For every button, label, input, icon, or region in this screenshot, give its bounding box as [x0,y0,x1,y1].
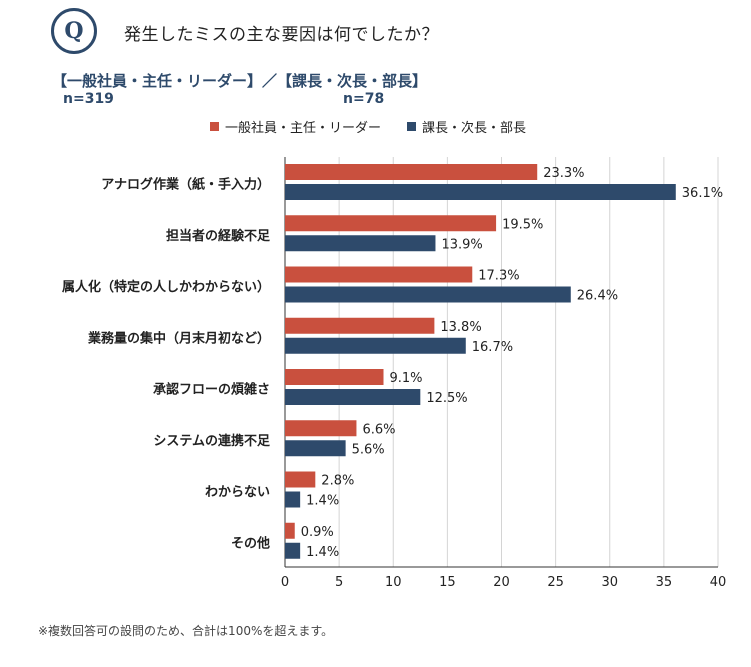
data-label-manager-8: 1.4% [306,545,339,560]
bar-staff-4 [285,317,435,334]
x-tick-label-15: 15 [439,575,456,590]
sample-size-left: n=319 [63,91,114,107]
data-label-manager-3: 26.4% [577,289,618,304]
category-label-7: わからない [205,485,270,500]
category-label-8: その他 [231,535,270,551]
x-tick-label-35: 35 [656,575,673,590]
question-badge: Q [51,8,97,54]
legend-swatch-series-2 [407,122,417,131]
x-tick-label-0: 0 [281,575,289,590]
bar-staff-8 [285,522,295,539]
category-label-6: システムの連携不足 [153,433,271,449]
category-label-3: 属人化（特定の人しかわからない） [62,279,270,295]
x-tick-label-5: 5 [335,575,343,590]
footnote: ※複数回答可の設問のため、合計は100%を超えます。 [38,624,334,638]
category-label-2: 担当者の経験不足 [166,228,271,244]
data-label-staff-5: 9.1% [390,371,423,386]
data-label-manager-7: 1.4% [306,494,339,509]
data-label-manager-2: 13.9% [441,237,482,252]
category-label-4: 業務量の集中（月末月初など） [87,330,270,346]
question-title: 発生したミスの主な要因は何でしたか？ [124,25,439,45]
bar-staff-1 [285,164,538,180]
x-tick-label-25: 25 [547,575,564,590]
sample-size-right: n=78 [343,91,385,107]
bar-staff-7 [285,471,316,488]
category-label-5: 承認フローの煩雑さ [153,382,270,398]
data-label-staff-7: 2.8% [321,474,354,489]
data-label-manager-4: 16.7% [472,340,513,355]
data-label-staff-2: 19.5% [502,217,543,232]
bar-staff-6 [285,420,357,437]
bar-manager-1 [285,184,676,200]
chart-legend: 一般社員・主任・リーダー 課長・次長・部長 [210,117,526,136]
bar-manager-4 [285,337,466,354]
data-label-manager-6: 5.6% [352,442,385,457]
bar-manager-2 [285,235,436,252]
data-label-staff-4: 13.8% [440,320,481,335]
data-label-staff-8: 0.9% [301,525,334,540]
bar-manager-8 [285,542,301,559]
category-label-1: アナログ作業（紙・手入力） [101,177,270,193]
data-label-staff-3: 17.3% [478,269,519,284]
legend-item-series-1: 一般社員・主任・リーダー [210,117,381,136]
data-label-staff-1: 23.3% [543,166,584,181]
legend-swatch-series-1 [210,122,219,131]
data-label-manager-1: 36.1% [682,186,723,201]
legend-label-series-2: 課長・次長・部長 [422,121,527,136]
bar-staff-2 [285,215,497,232]
bar-staff-3 [285,266,473,283]
legend-label-series-1: 一般社員・主任・リーダー [225,121,382,136]
x-tick-label-10: 10 [385,575,402,590]
data-label-manager-5: 12.5% [426,391,467,406]
bar-staff-5 [285,369,384,385]
x-tick-label-30: 30 [601,575,618,590]
bar-manager-5 [285,389,421,405]
data-label-staff-6: 6.6% [362,422,395,437]
bar-manager-3 [285,286,571,303]
group-labels: 【一般社員・主任・リーダー】／【課長・次長・部長】 [52,72,428,90]
x-tick-label-40: 40 [710,575,727,590]
legend-item-series-2: 課長・次長・部長 [407,117,526,136]
bar-manager-6 [285,440,346,457]
x-tick-label-20: 20 [493,575,510,590]
bar-manager-7 [285,491,301,508]
